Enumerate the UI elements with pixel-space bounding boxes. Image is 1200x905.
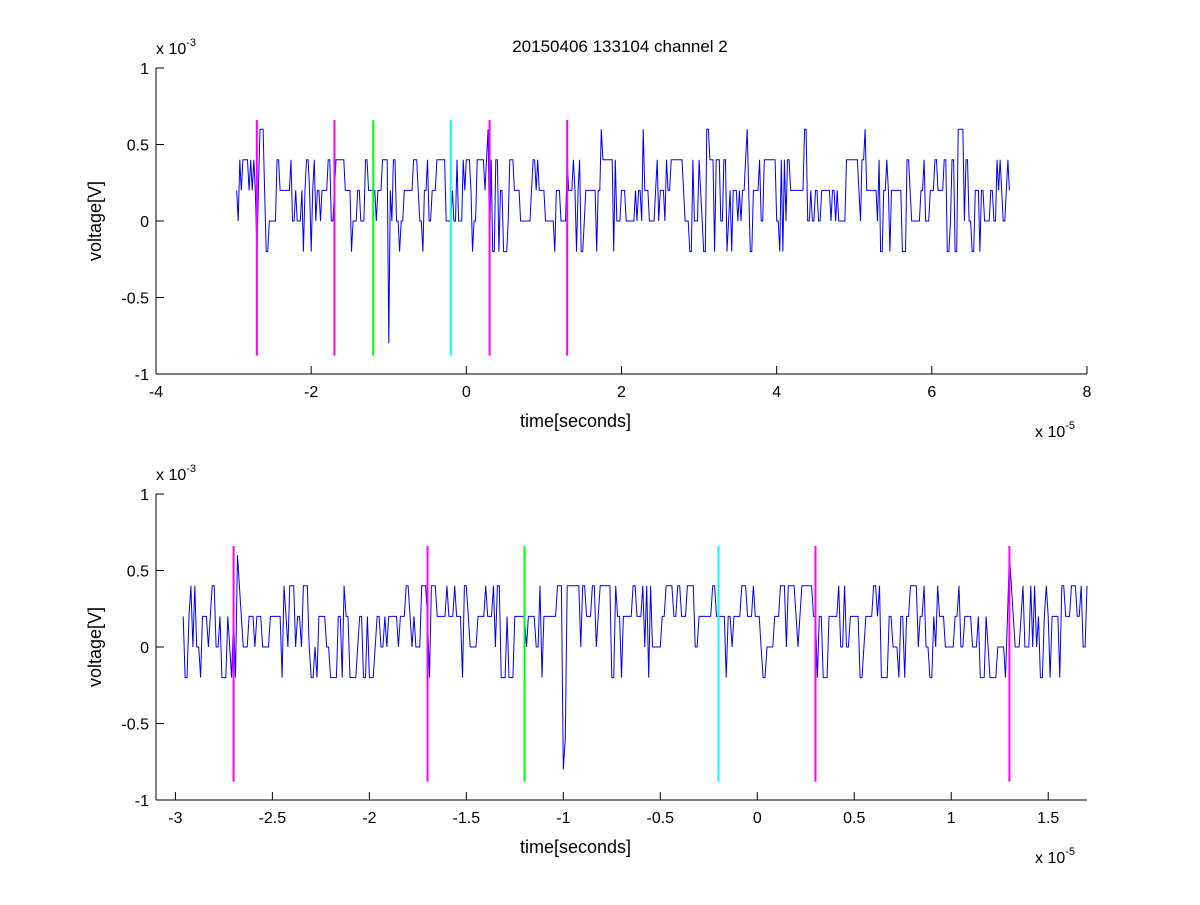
y-axis-label: voltage[V] (85, 181, 105, 261)
y-tick-label: -0.5 (121, 717, 149, 734)
x-tick-label: 2 (617, 384, 626, 401)
x-tick-label: -0.5 (647, 810, 675, 827)
x-tick-label: -2 (304, 384, 318, 401)
x-tick-label: -3 (168, 810, 182, 827)
y-tick-label: -0.5 (121, 291, 149, 308)
x-tick-label: -2 (362, 810, 376, 827)
y-exponent-base: x 10 (156, 467, 186, 484)
signal-trace (182, 555, 1088, 770)
y-tick-label: -1 (135, 793, 149, 810)
axes-top: -4 -2 0 2 4 6 8 -1 -0.5 0 0.5 1 time[seconds] voltage… (85, 37, 1092, 441)
x-exponent-label: x 10-5 (1035, 846, 1075, 867)
y-exponent-label: x 10-3 (156, 37, 196, 58)
y-tick-label: -1 (135, 367, 149, 384)
y-exponent-label: x 10-3 (156, 463, 196, 484)
y-tick-label: 1 (140, 61, 149, 78)
x-axis-label: time[seconds] (520, 411, 631, 431)
x-tick-label: 1.5 (1037, 810, 1059, 827)
x-tick-label: 0 (753, 810, 762, 827)
x-exponent-label: x 10-5 (1035, 420, 1075, 441)
y-tick-label: 1 (140, 487, 149, 504)
x-tick-label: 0.5 (843, 810, 865, 827)
x-tick-label: 6 (927, 384, 936, 401)
x-exponent-power: -5 (1065, 846, 1075, 858)
axes-bottom: -3 -2.5 -2 -1.5 -1 -0.5 0 0.5 1 1.5 -1 -0.5 0 0.5 1 tim… (85, 463, 1088, 867)
x-tick-label: 1 (947, 810, 956, 827)
x-tick-label: 0 (462, 384, 471, 401)
y-axis-label: voltage[V] (85, 607, 105, 687)
y-tick-label: 0 (140, 214, 149, 231)
y-tick-label: 0 (140, 640, 149, 657)
x-exponent-base: x 10 (1035, 850, 1065, 867)
y-exponent-power: -3 (186, 37, 196, 49)
y-exponent-power: -3 (186, 463, 196, 475)
x-exponent-power: -5 (1065, 420, 1075, 432)
x-tick-label: 8 (1083, 384, 1092, 401)
y-tick-label: 0.5 (127, 564, 149, 581)
x-tick-label: -1 (556, 810, 570, 827)
y-tick-label: 0.5 (127, 138, 149, 155)
x-tick-label: -2.5 (259, 810, 287, 827)
x-tick-label: -1.5 (453, 810, 481, 827)
x-axis-label: time[seconds] (520, 837, 631, 857)
x-tick-label: 4 (772, 384, 781, 401)
x-exponent-base: x 10 (1035, 424, 1065, 441)
y-exponent-base: x 10 (156, 41, 186, 58)
signal-trace (236, 128, 1010, 344)
figure-title: 20150406 133104 channel 2 (512, 37, 728, 56)
x-tick-label: -4 (149, 384, 163, 401)
